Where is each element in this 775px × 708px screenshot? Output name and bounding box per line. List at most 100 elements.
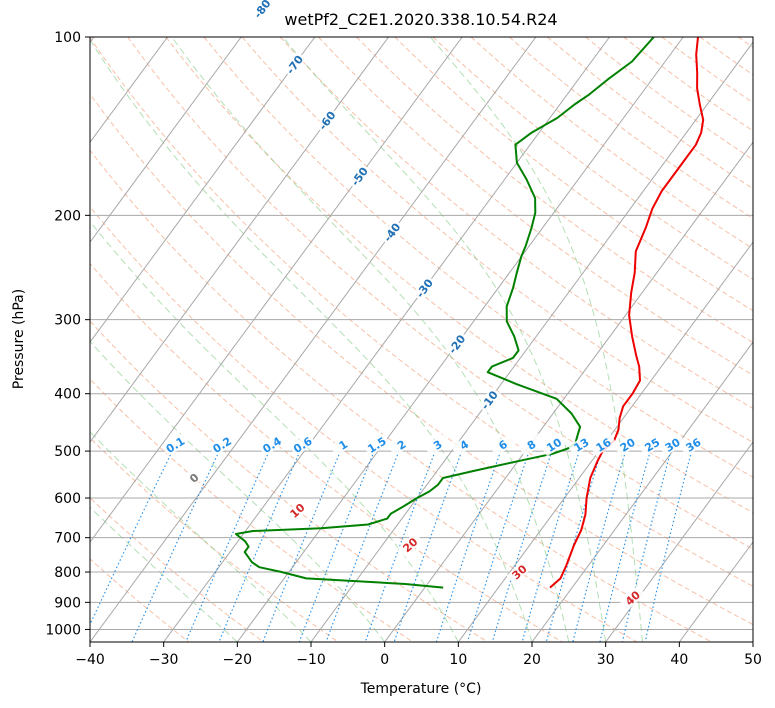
mixing-ratio-label-bg [679, 433, 707, 457]
moist-adiabat-line [90, 39, 533, 642]
mixing-ratio-line [545, 450, 602, 642]
mixing-ratio-line [621, 450, 672, 642]
isotherm-label-bg [379, 219, 404, 246]
mixing-ratio-label-bg [329, 433, 357, 457]
chart-title: wetPf2_C2E1.2020.338.10.54.R24 [284, 10, 557, 30]
x-axis-label: Temperature (°C) [360, 681, 482, 697]
dry-adiabat-label-bg [397, 532, 424, 558]
y-tick-label: 300 [54, 313, 81, 329]
mixing-ratio-label-bg [208, 433, 236, 457]
y-tick-label: 100 [54, 30, 81, 46]
mixing-ratio-line [572, 450, 627, 642]
mixing-ratio-label-bg [424, 433, 451, 457]
isotherm-line [90, 37, 316, 343]
mixing-ratio-line [90, 450, 173, 626]
mixing-ratio-label-bg [450, 433, 478, 457]
dry-adiabat-line [432, 37, 753, 281]
mixing-ratio-line [393, 450, 463, 642]
dry-adiabat-label-bg [619, 585, 646, 611]
isotherm-line [90, 37, 242, 244]
mixing-ratio-line [644, 450, 693, 642]
y-tick-label: 1000 [45, 622, 81, 638]
x-tick-label: 50 [744, 652, 762, 668]
axes: −40 −30 −20 −10 0 10 20 30 40 50 100 200 300 400 500 60… [45, 30, 762, 668]
moist-adiabat-line [90, 340, 386, 642]
temperature-line [549, 37, 705, 589]
dry-adiabat-line [585, 37, 753, 161]
isotherm-line [90, 37, 463, 543]
y-axis-label: Pressure (hPa) [11, 289, 27, 389]
dry-adiabat-label-bg [181, 465, 207, 491]
mixing-ratio-label-bg [489, 433, 517, 457]
isotherm-line [90, 37, 537, 642]
y-tick-label: 500 [54, 444, 81, 460]
y-tick-label: 400 [54, 387, 81, 403]
plot-area: -100-90-80-70-60-50-40-30-20-10010203040… [89, 0, 754, 643]
y-tick-label: 200 [54, 208, 81, 224]
dry-adiabat-label-bg [506, 559, 533, 585]
x-tick-label: 10 [449, 652, 467, 668]
background-lines [90, 37, 753, 642]
moist-adiabat-line [429, 37, 643, 642]
dewpoint-line [234, 37, 655, 589]
mixing-ratio-label-bg [638, 433, 666, 457]
mixing-ratio-label-bg [289, 433, 316, 457]
isotherm-line [605, 441, 753, 642]
isotherm-line [310, 41, 753, 642]
y-tick-label: 700 [54, 531, 81, 547]
moist-adiabat-line [171, 37, 570, 642]
x-tick-label: 20 [523, 652, 541, 668]
dry-adiabat-line [279, 37, 753, 410]
isotherm-label-bg [412, 275, 437, 302]
mixing-ratio-label-bg [161, 433, 189, 457]
mixing-ratio-label-bg [363, 433, 391, 457]
mixing-ratio-line [185, 450, 270, 642]
isotherm-line [90, 37, 389, 443]
mixing-ratio-line [491, 450, 553, 642]
isotherm-label-bg [282, 51, 307, 78]
isotherm-label-bg [250, 0, 275, 22]
x-tick-label: −30 [149, 652, 179, 668]
mixing-ratio-label-bg [388, 433, 415, 457]
x-tick-label: 0 [380, 652, 389, 668]
mixing-ratio-label-bg [567, 433, 595, 457]
x-tick-label: −40 [75, 652, 105, 668]
y-tick-label: 800 [54, 565, 81, 581]
isotherm-line [90, 37, 168, 144]
mixing-ratio-line [131, 450, 220, 642]
dry-adiabat-label-bg [284, 498, 311, 524]
mixing-ratio-line [599, 450, 651, 642]
dry-adiabat-line [90, 206, 638, 642]
moist-adiabat-line [90, 220, 459, 642]
y-tick-label: 900 [54, 595, 81, 611]
x-tick-label: −20 [223, 652, 253, 668]
dry-adiabat-line [318, 37, 753, 376]
mixing-ratio-label-bg [540, 433, 568, 457]
isotherm-line [531, 341, 753, 642]
isotherm-label-bg [347, 163, 372, 190]
mixing-ratio-line [466, 450, 530, 642]
dry-adiabat-line [127, 37, 753, 550]
mixing-ratio-line [435, 450, 502, 642]
isotherm-label-bg [315, 107, 339, 134]
dry-adiabat-line [165, 37, 753, 514]
dry-adiabat-line [90, 93, 753, 626]
dry-adiabat-line [90, 149, 712, 642]
mixing-ratio-line [218, 450, 301, 642]
dry-adiabat-line [241, 37, 753, 444]
isotherm-label-bg [444, 330, 469, 358]
mixing-ratio-line [521, 450, 580, 642]
dry-adiabat-line [90, 378, 414, 642]
x-tick-label: 30 [597, 652, 615, 668]
isotherm-line [384, 141, 753, 642]
plot-frame [89, 36, 754, 643]
isotherm-label-bg [477, 386, 502, 414]
mixing-ratio-label-bg [518, 433, 545, 457]
x-tick-label: −10 [296, 652, 326, 668]
profile-lines [234, 37, 705, 589]
mixing-ratio-label-bg [614, 433, 641, 457]
dry-adiabat-line [90, 37, 753, 587]
dry-adiabat-line [356, 37, 753, 344]
